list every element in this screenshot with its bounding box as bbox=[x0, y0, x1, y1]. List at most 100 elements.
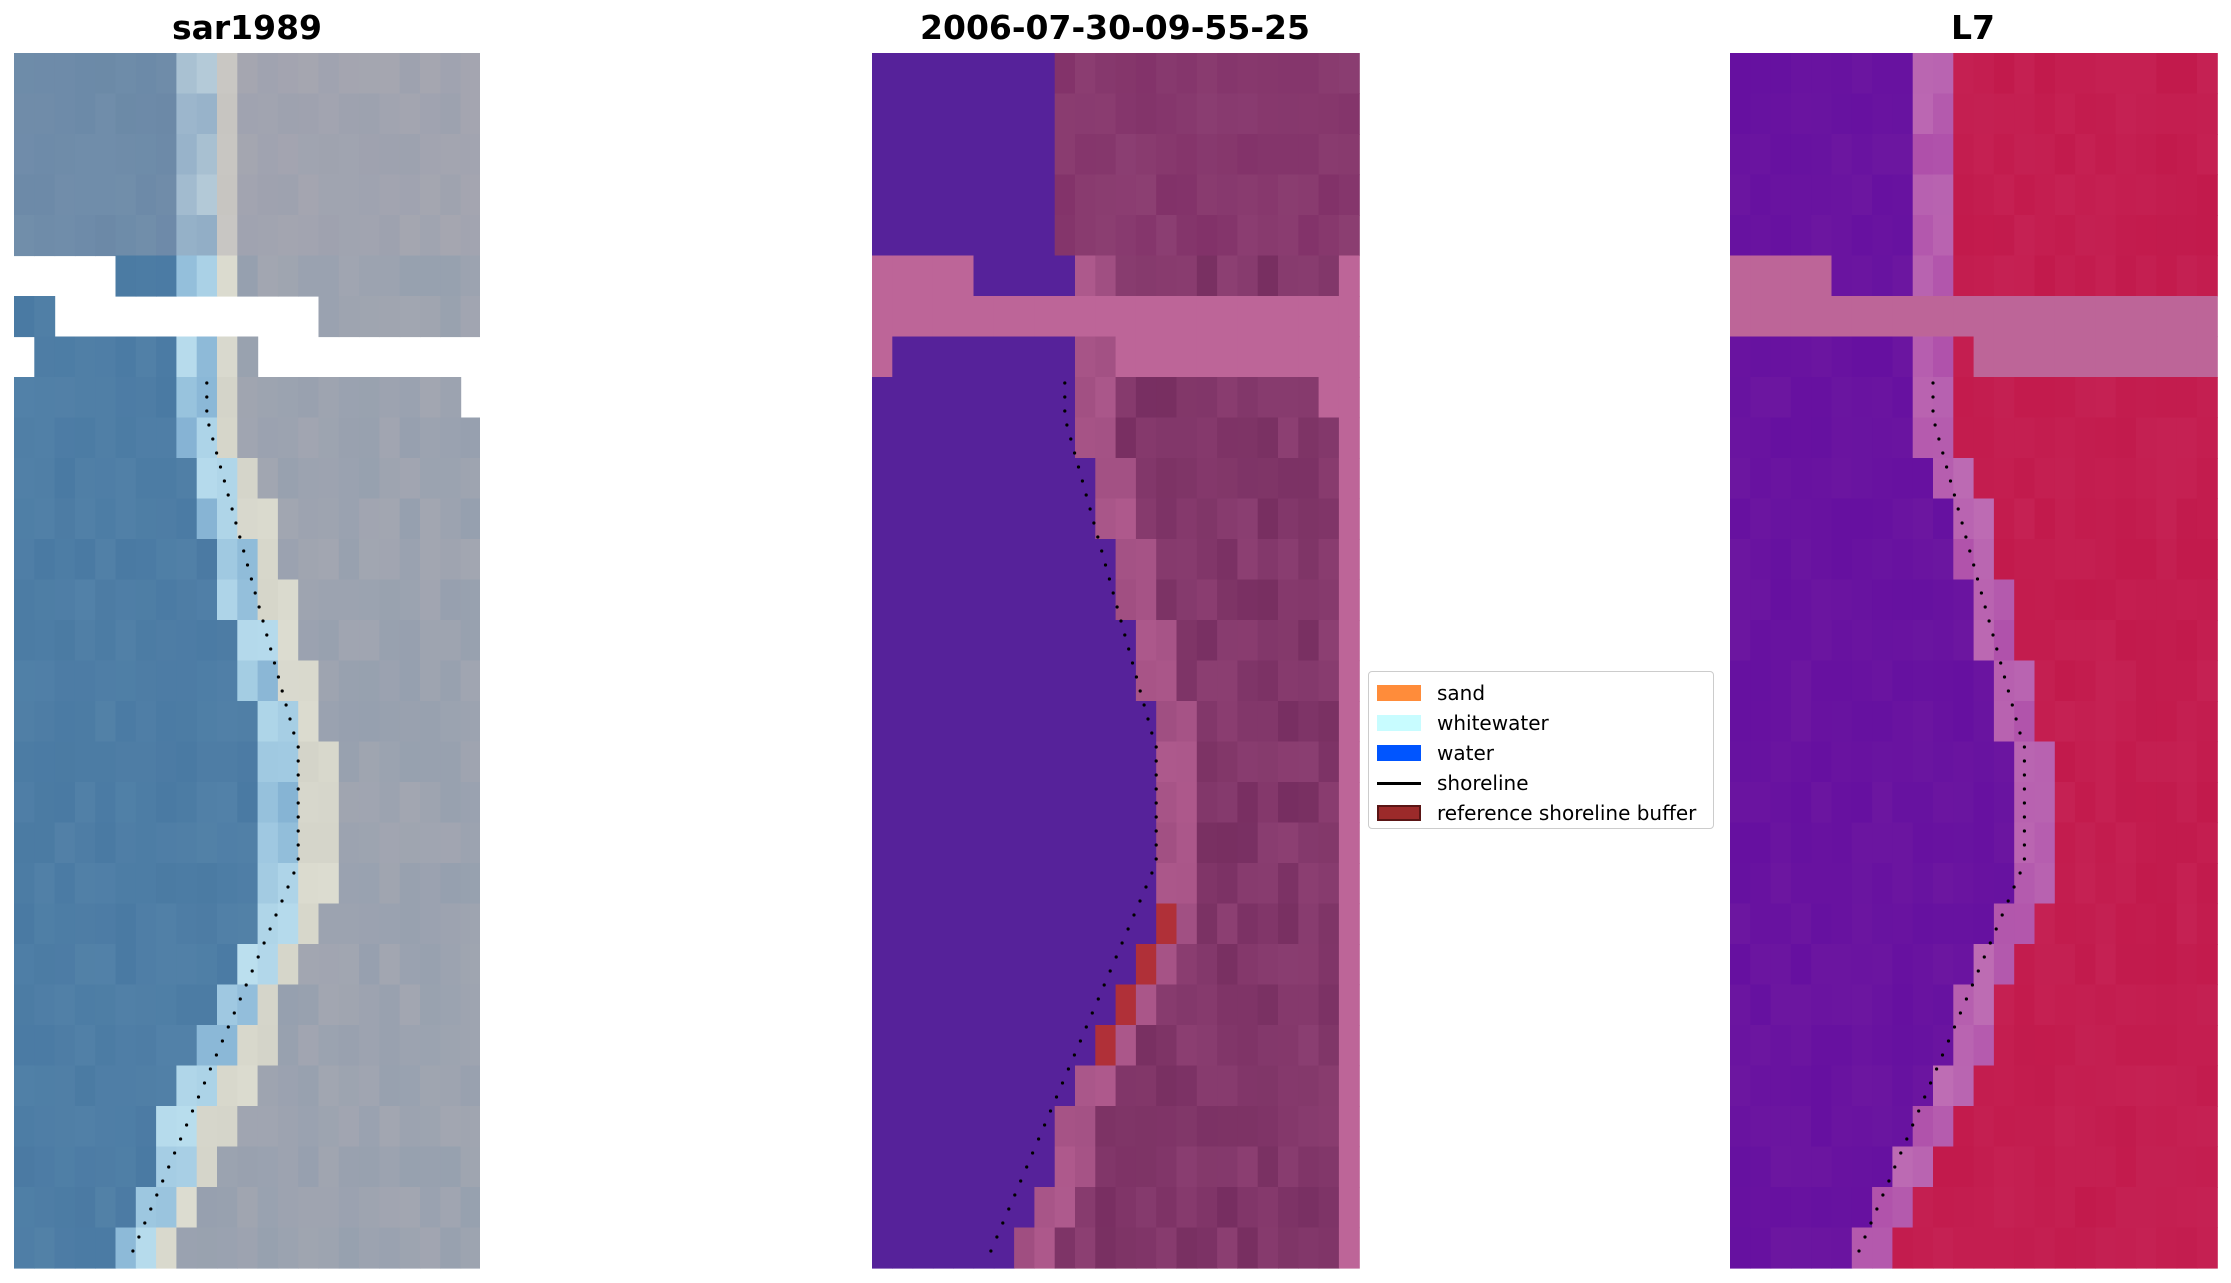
rgb-pixel bbox=[318, 458, 340, 500]
rgb-pixel bbox=[277, 1065, 299, 1107]
rgb-pixel bbox=[74, 782, 96, 824]
index-pixel bbox=[1912, 1146, 1934, 1188]
class-pixel bbox=[1318, 782, 1340, 824]
class-pixel bbox=[1075, 701, 1096, 743]
class-pixel bbox=[993, 498, 1015, 540]
class-pixel bbox=[953, 1065, 975, 1107]
index-pixel bbox=[2054, 498, 2076, 540]
index-pixel bbox=[2075, 579, 2096, 621]
class-pixel bbox=[892, 620, 914, 662]
rgb-pixel bbox=[257, 539, 279, 581]
shoreline-point bbox=[2000, 913, 2004, 917]
rgb-pixel bbox=[359, 1146, 380, 1188]
index-pixel bbox=[1790, 1025, 1812, 1067]
rgb-pixel bbox=[176, 741, 198, 783]
index-pixel bbox=[1750, 741, 1772, 783]
rgb-pixel bbox=[399, 377, 421, 419]
class-pixel bbox=[892, 1227, 914, 1269]
shoreline-point bbox=[238, 535, 242, 539]
index-pixel bbox=[2075, 660, 2096, 702]
class-pixel bbox=[953, 701, 975, 743]
rgb-pixel bbox=[338, 741, 360, 783]
class-pixel bbox=[1156, 741, 1178, 783]
index-pixel bbox=[1831, 1227, 1853, 1269]
index-pixel bbox=[1770, 1106, 1792, 1148]
class-pixel bbox=[1075, 255, 1096, 297]
shoreline-point bbox=[989, 1249, 993, 1253]
rgb-pixel bbox=[34, 822, 56, 864]
rgb-pixel bbox=[318, 1106, 340, 1148]
rgb-pixel bbox=[54, 1146, 76, 1188]
shoreline-point bbox=[276, 675, 280, 679]
class-pixel bbox=[1115, 1065, 1137, 1107]
shoreline-point bbox=[1119, 619, 1123, 623]
rgb-pixel bbox=[217, 822, 238, 864]
index-pixel bbox=[1811, 863, 1833, 905]
index-pixel bbox=[2196, 53, 2218, 95]
shoreline-point bbox=[1941, 451, 1945, 455]
index-pixel bbox=[1770, 1025, 1792, 1067]
rgb-pixel bbox=[257, 458, 279, 500]
index-pixel bbox=[2095, 53, 2117, 95]
index-pixel bbox=[1770, 53, 1792, 95]
class-pixel bbox=[1095, 336, 1117, 378]
rgb-pixel bbox=[95, 822, 117, 864]
class-pixel bbox=[1095, 701, 1117, 743]
rgb-pixel bbox=[217, 701, 238, 743]
index-pixel bbox=[1892, 1065, 1914, 1107]
rgb-pixel bbox=[115, 701, 137, 743]
class-pixel bbox=[1054, 539, 1076, 581]
rgb-pixel bbox=[359, 377, 380, 419]
class-pixel bbox=[1237, 93, 1259, 135]
index-pixel bbox=[2054, 53, 2076, 95]
legend-label-whitewater: whitewater bbox=[1437, 711, 1549, 735]
class-pixel bbox=[912, 377, 934, 419]
index-pixel bbox=[2115, 377, 2137, 419]
shoreline-point bbox=[262, 941, 266, 945]
index-pixel bbox=[2196, 620, 2218, 662]
rgb-pixel bbox=[460, 93, 480, 135]
shoreline-point bbox=[1154, 857, 1158, 861]
rgb-pixel bbox=[34, 498, 56, 540]
index-pixel bbox=[2075, 701, 2096, 743]
class-pixel bbox=[1257, 296, 1279, 338]
class-pixel bbox=[932, 498, 954, 540]
class-pixel bbox=[1237, 1025, 1259, 1067]
rgb-pixel bbox=[176, 701, 198, 743]
rgb-pixel bbox=[298, 134, 320, 176]
class-pixel bbox=[912, 701, 934, 743]
rgb-pixel bbox=[34, 903, 56, 945]
class-pixel bbox=[872, 701, 893, 743]
class-pixel bbox=[872, 458, 893, 500]
rgb-pixel bbox=[440, 53, 462, 95]
class-pixel bbox=[872, 903, 893, 945]
rgb-pixel bbox=[74, 741, 96, 783]
class-pixel bbox=[892, 741, 914, 783]
class-pixel bbox=[1095, 296, 1117, 338]
rgb-pixel bbox=[176, 620, 198, 662]
rgb-pixel bbox=[14, 1187, 35, 1229]
index-pixel bbox=[2075, 215, 2096, 257]
class-pixel bbox=[1095, 741, 1117, 783]
rgb-pixel bbox=[338, 1146, 360, 1188]
class-pixel bbox=[993, 863, 1015, 905]
index-pixel bbox=[2075, 539, 2096, 581]
index-pixel bbox=[1730, 296, 1751, 338]
shoreline-point bbox=[1069, 437, 1073, 441]
shoreline-point bbox=[2014, 717, 2018, 721]
index-pixel bbox=[1973, 255, 1995, 297]
rgb-pixel bbox=[74, 903, 96, 945]
shoreline-point bbox=[1995, 647, 1999, 651]
index-pixel bbox=[2014, 1025, 2036, 1067]
rgb-pixel bbox=[359, 215, 380, 257]
class-pixel bbox=[932, 255, 954, 297]
class-pixel bbox=[1257, 741, 1279, 783]
rgb-pixel bbox=[74, 458, 96, 500]
shoreline-point bbox=[1043, 1123, 1047, 1127]
shoreline-point bbox=[1100, 549, 1104, 553]
rgb-pixel bbox=[420, 458, 441, 500]
rgb-pixel bbox=[14, 1106, 35, 1148]
class-pixel bbox=[932, 863, 954, 905]
index-pixel bbox=[2196, 498, 2218, 540]
index-pixel bbox=[2075, 944, 2096, 986]
